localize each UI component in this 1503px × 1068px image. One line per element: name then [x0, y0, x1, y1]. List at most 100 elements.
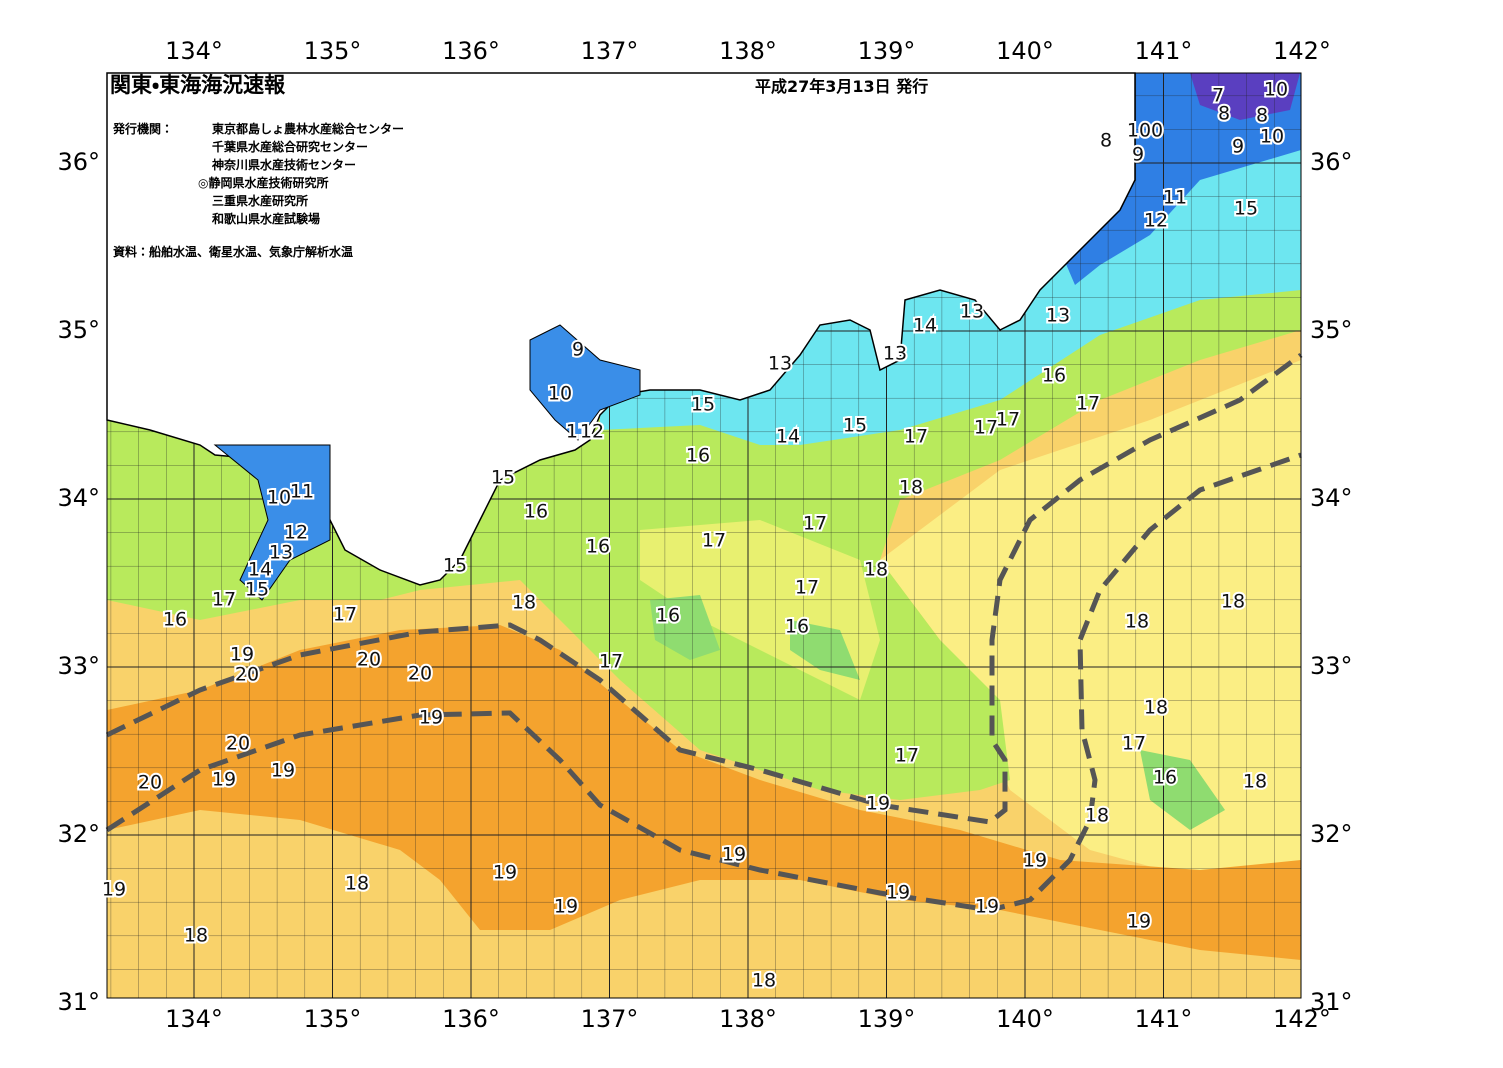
longitude-label: 135°: [304, 37, 362, 65]
isotherm-label: 18: [345, 873, 369, 895]
isotherm-label: 19: [212, 769, 236, 791]
isotherm-label: 19: [102, 879, 126, 901]
isotherm-label: 19: [271, 760, 295, 782]
latitude-label: 31°: [57, 988, 100, 1016]
longitude-label: 139°: [858, 37, 916, 65]
isotherm-label: 17: [895, 745, 919, 767]
isotherm-label: 15: [1234, 198, 1258, 220]
longitude-label: 135°: [304, 1005, 362, 1033]
isotherm-label: 18: [899, 477, 923, 499]
isotherm-label: 8: [1218, 103, 1230, 125]
isotherm-label: 12: [1144, 210, 1168, 232]
source: 資料：船舶水温、衛星水温、気象庁解析水温: [113, 244, 353, 259]
isotherm-label: 18: [752, 970, 776, 992]
isotherm-label: 16: [1153, 767, 1177, 789]
isotherm-label: 20: [408, 663, 432, 685]
longitude-label: 140°: [996, 1005, 1054, 1033]
isotherm-label: 19: [975, 896, 999, 918]
isotherm-label: 13: [1046, 305, 1070, 327]
isotherm-label: 13: [269, 542, 293, 564]
isotherm-label: 19: [554, 896, 578, 918]
kuroshio-path: [105, 452, 1302, 913]
osaka-bay: [213, 444, 331, 601]
agency: 和歌山県水産試験場: [211, 211, 320, 226]
latitude-label: 34°: [1310, 484, 1353, 512]
isotherm-label: 17: [974, 417, 998, 439]
isotherm-label: 15: [245, 579, 269, 601]
isotherm-label: 9: [1232, 136, 1244, 158]
isotherm-label: 18: [1144, 697, 1168, 719]
isotherm-label: 16: [656, 605, 680, 627]
isotherm-label: 17: [803, 513, 827, 535]
isotherm-label: 19: [866, 793, 890, 815]
latitude-label: 33°: [1310, 652, 1353, 680]
isotherm-label: 15: [491, 467, 515, 489]
isotherm-label: 16: [686, 445, 710, 467]
agency: 神奈川県水産技術センター: [211, 157, 356, 172]
longitude-label: 138°: [719, 37, 777, 65]
latitude-label: 32°: [57, 820, 100, 848]
longitude-label: 134°: [165, 1005, 223, 1033]
agency: 東京都島しょ農林水産総合センター: [212, 121, 404, 136]
isotherm-label: 18: [1085, 805, 1109, 827]
isotherm-label: 19: [493, 862, 517, 884]
latitude-label: 31°: [1310, 988, 1353, 1016]
isotherm-label: 10: [1264, 79, 1288, 101]
zone-16-inner: [650, 595, 720, 660]
longitude-label: 140°: [996, 37, 1054, 65]
latitude-label: 36°: [57, 148, 100, 176]
isotherm-label: 8: [1100, 130, 1112, 152]
labels: 134° 134° 135° 135° 136° 136° 137° 137° 138° 138°…: [57, 37, 1352, 1033]
isotherm-label: 16: [1042, 365, 1066, 387]
isotherm-label: 9: [572, 339, 584, 361]
isotherm-label: 17: [212, 589, 236, 611]
isotherm-label: 19: [722, 844, 746, 866]
latitude-label: 34°: [57, 484, 100, 512]
isotherm-label: 19: [230, 644, 254, 666]
title: 関東・東海海況速報: [110, 73, 286, 97]
isotherm-label: 8: [1256, 105, 1268, 127]
isotherm-label: 13: [960, 301, 984, 323]
isotherm-label: 15: [443, 555, 467, 577]
isotherm-label: 17: [599, 651, 623, 673]
isotherm-label: 17: [333, 604, 357, 626]
isotherm-label: 14: [776, 426, 800, 448]
longitude-label: 136°: [442, 1005, 500, 1033]
map-frame: [106, 72, 1302, 999]
kuroshio-path: [105, 352, 1303, 825]
longitude-label: 141°: [1135, 1005, 1193, 1033]
isotherm-label: 10: [1260, 126, 1284, 148]
latitude-label: 32°: [1310, 820, 1353, 848]
isotherm-label: 17: [1076, 393, 1100, 415]
latitude-label: 33°: [57, 652, 100, 680]
isotherm-label: 16: [524, 501, 548, 523]
isotherm-label: 18: [1221, 591, 1245, 613]
isotherm-label: 16: [586, 536, 610, 558]
zone-19: [107, 625, 1301, 960]
latitude-label: 35°: [1310, 316, 1353, 344]
longitude-label: 142°: [1273, 1005, 1331, 1033]
isotherm-label: 11: [1163, 187, 1187, 209]
zone-16-inner: [790, 620, 860, 680]
isotherm-label: 17: [1122, 733, 1146, 755]
zone-17: [880, 360, 1301, 880]
isotherm-label: 18: [1243, 771, 1267, 793]
agencies-label: 発行機関：: [112, 121, 173, 136]
isotherm-label: 20: [226, 733, 250, 755]
isotherm-label: 19: [1023, 850, 1047, 872]
isotherm-label: 17: [702, 530, 726, 552]
isotherm-label: 13: [768, 353, 792, 375]
isotherm-label: 14: [248, 559, 272, 581]
isotherm-label: 16: [163, 609, 187, 631]
isotherm-label: 18: [184, 925, 208, 947]
longitude-label: 142°: [1273, 37, 1331, 65]
issue-date: 平成27年3月13日 発行: [755, 77, 928, 96]
isotherm-label: 10: [267, 487, 291, 509]
longitude-label: 138°: [719, 1005, 777, 1033]
zone-7: [1190, 73, 1300, 120]
latitude-label: 36°: [1310, 148, 1353, 176]
longitude-label: 141°: [1135, 37, 1193, 65]
isotherm-label: 18: [864, 559, 888, 581]
longitude-label: 137°: [581, 37, 639, 65]
